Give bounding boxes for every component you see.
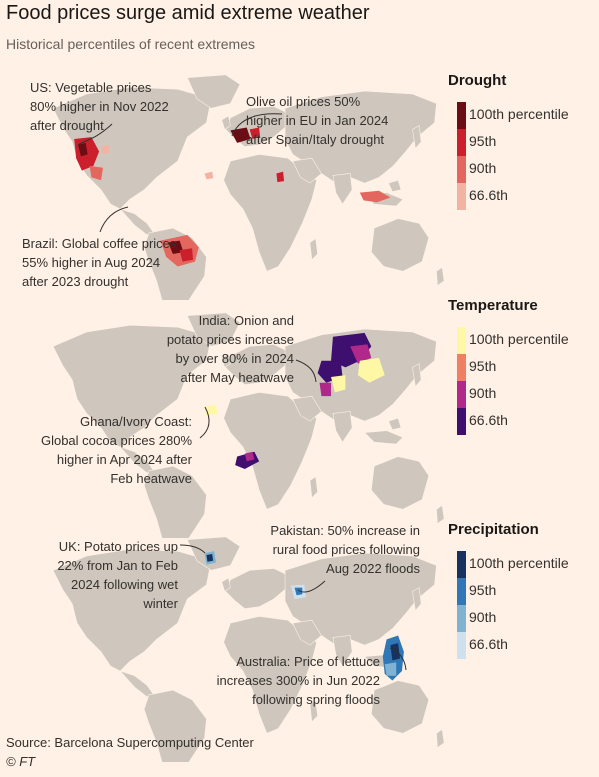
legend-label-95: 95th xyxy=(469,582,497,598)
annotation-ghana: Ghana/Ivory Coast: Global cocoa prices 2… xyxy=(40,414,192,486)
legend-label-90: 90th xyxy=(469,160,497,176)
legend-label-100: 100th percentile xyxy=(469,555,569,571)
legend-swatch-90 xyxy=(457,605,466,632)
legend-label-90: 90th xyxy=(469,609,497,625)
legend-swatch-90 xyxy=(457,156,466,183)
legend-label-100: 100th percentile xyxy=(469,331,569,347)
page-subtitle: Historical percentiles of recent extreme… xyxy=(6,36,255,52)
annotation-uk: UK: Potato prices up 22% from Jan to Feb… xyxy=(57,539,178,611)
annotation-brazil: Brazil: Global coffee prices 55% higher … xyxy=(22,236,177,289)
legend-swatch-95 xyxy=(457,354,466,381)
legend-title: Temperature xyxy=(448,297,538,314)
legend-swatch-100 xyxy=(457,327,466,354)
legend-label-100: 100th percentile xyxy=(469,106,569,122)
legend-label-66: 66.6th xyxy=(469,187,508,203)
legend-title: Drought xyxy=(448,72,507,89)
legend-swatch-95 xyxy=(457,129,466,156)
legend-label-90: 90th xyxy=(469,385,497,401)
source-note: Source: Barcelona Supercomputing Center xyxy=(6,735,254,750)
annotation-australia: Australia: Price of lettuce increases 30… xyxy=(216,654,380,707)
temperature-hotspots xyxy=(204,332,385,469)
legend-label-95: 95th xyxy=(469,133,497,149)
annotation-pakistan: Pakistan: 50% increase in rural food pri… xyxy=(270,523,420,576)
legend-title: Precipitation xyxy=(448,521,539,538)
page-title: Food prices surge amid extreme weather xyxy=(6,2,370,24)
legend-swatch-66 xyxy=(457,632,466,659)
legend-swatch-100 xyxy=(457,551,466,578)
legend-swatch-95 xyxy=(457,578,466,605)
legend-label-95: 95th xyxy=(469,358,497,374)
legend-swatch-100 xyxy=(457,102,466,129)
legend-label-66: 66.6th xyxy=(469,412,508,428)
temperature-map xyxy=(30,308,450,538)
annotation-india: India: Onion and potato prices increase … xyxy=(166,313,294,385)
legend-swatch-90 xyxy=(457,381,466,408)
annotation-us: US: Vegetable prices 80% higher in Nov 2… xyxy=(30,80,169,133)
credit: © FT xyxy=(6,754,36,769)
legend-swatch-66 xyxy=(457,408,466,435)
legend-label-66: 66.6th xyxy=(469,636,508,652)
annotation-olive-oil: Olive oil prices 50% higher in EU in Jan… xyxy=(246,94,389,147)
legend-swatch-66 xyxy=(457,183,466,210)
